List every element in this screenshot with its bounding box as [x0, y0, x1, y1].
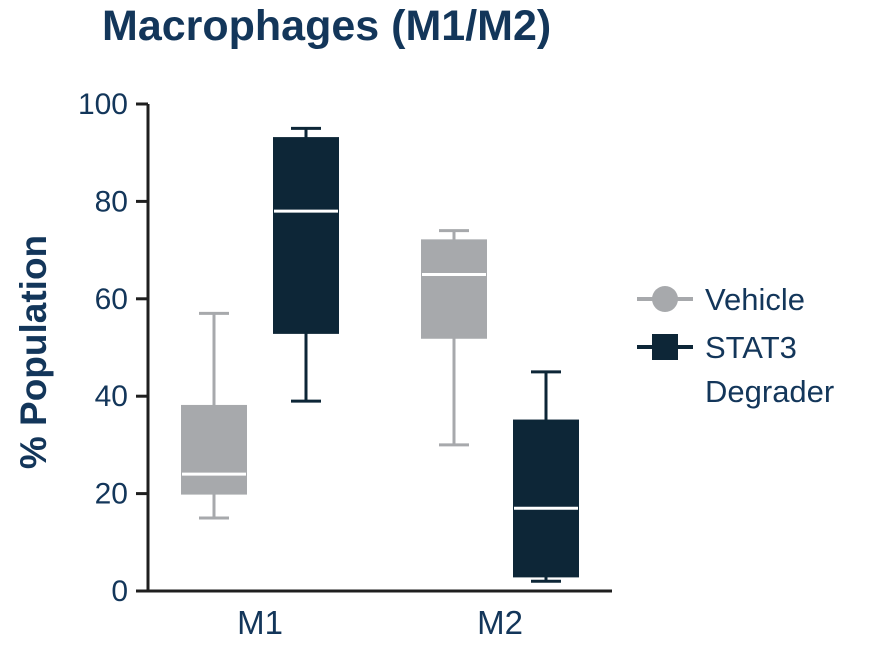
y-tick-label: 60 [95, 283, 128, 316]
legend-label-stat3: STAT3 [705, 330, 797, 365]
chart-title: Macrophages (M1/M2) [102, 2, 552, 50]
x-tick-label-m2: M2 [477, 604, 523, 641]
legend-label-degrader: Degrader [705, 374, 834, 409]
y-tick-label: 80 [95, 185, 128, 218]
plot-area: 0 20 40 60 80 100 M1 M2 [78, 88, 612, 641]
y-axis-label: % Population [13, 234, 54, 470]
y-tick-label: 100 [78, 88, 128, 121]
box-stat3-degrader-m1 [273, 137, 339, 334]
legend-vehicle-marker [652, 286, 678, 312]
box-vehicle-m2 [421, 239, 487, 339]
x-tick-label-m1: M1 [237, 604, 283, 641]
legend: Vehicle STAT3 Degrader [637, 282, 834, 409]
y-tick-label: 40 [95, 380, 128, 413]
legend-label-vehicle: Vehicle [705, 282, 805, 317]
y-tick-label: 20 [95, 478, 128, 511]
legend-degrader-marker [652, 334, 678, 360]
box-stat3-degrader-m2 [513, 419, 579, 578]
box-vehicle-m1 [181, 404, 247, 495]
y-tick-label: 0 [111, 575, 128, 608]
